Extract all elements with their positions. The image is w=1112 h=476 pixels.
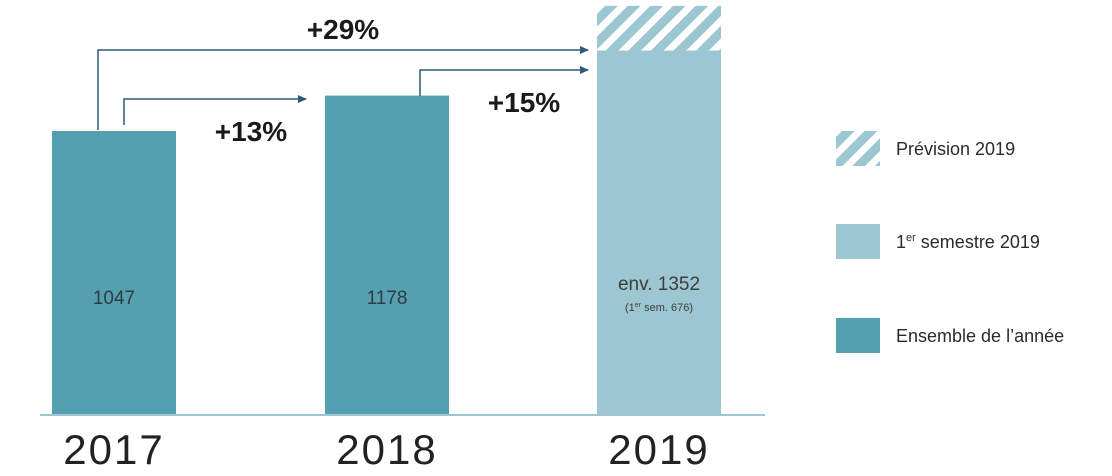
growth-label-2017-2018: +13% <box>215 116 287 147</box>
legend-swatch-forecast <box>836 131 880 166</box>
legend-label-semester: 1er semestre 2019 <box>896 232 1040 252</box>
legend-swatch-semester <box>836 224 880 259</box>
legend-swatch-year <box>836 318 880 353</box>
legend-label-forecast: Prévision 2019 <box>896 139 1015 159</box>
growth-label-2017-2019: +29% <box>307 14 379 45</box>
bar-value-label-2019: env. 1352 <box>618 274 700 295</box>
growth-label-2018-2019: +15% <box>488 87 560 118</box>
bar-2018 <box>325 95 449 414</box>
bar-2019-forecast <box>597 5 721 51</box>
bar-value-label-2017: 1047 <box>93 288 135 309</box>
bar-2017 <box>52 131 176 414</box>
growth-arrow-2017-2018 <box>123 95 307 125</box>
category-label-2017: 2017 <box>63 426 164 471</box>
growth-arrow-2017-2019 <box>97 46 589 130</box>
bar-value-label-2018: 1178 <box>367 288 408 309</box>
growth-arrow-2018-2019 <box>419 66 589 96</box>
bar-sub-value-label-2019: (1er sem. 676) <box>625 302 693 314</box>
category-label-2019: 2019 <box>608 426 709 471</box>
category-label-2018: 2018 <box>336 426 437 471</box>
bar-2019-semester <box>597 50 721 415</box>
legend-label-year: Ensemble de l’année <box>896 326 1064 346</box>
